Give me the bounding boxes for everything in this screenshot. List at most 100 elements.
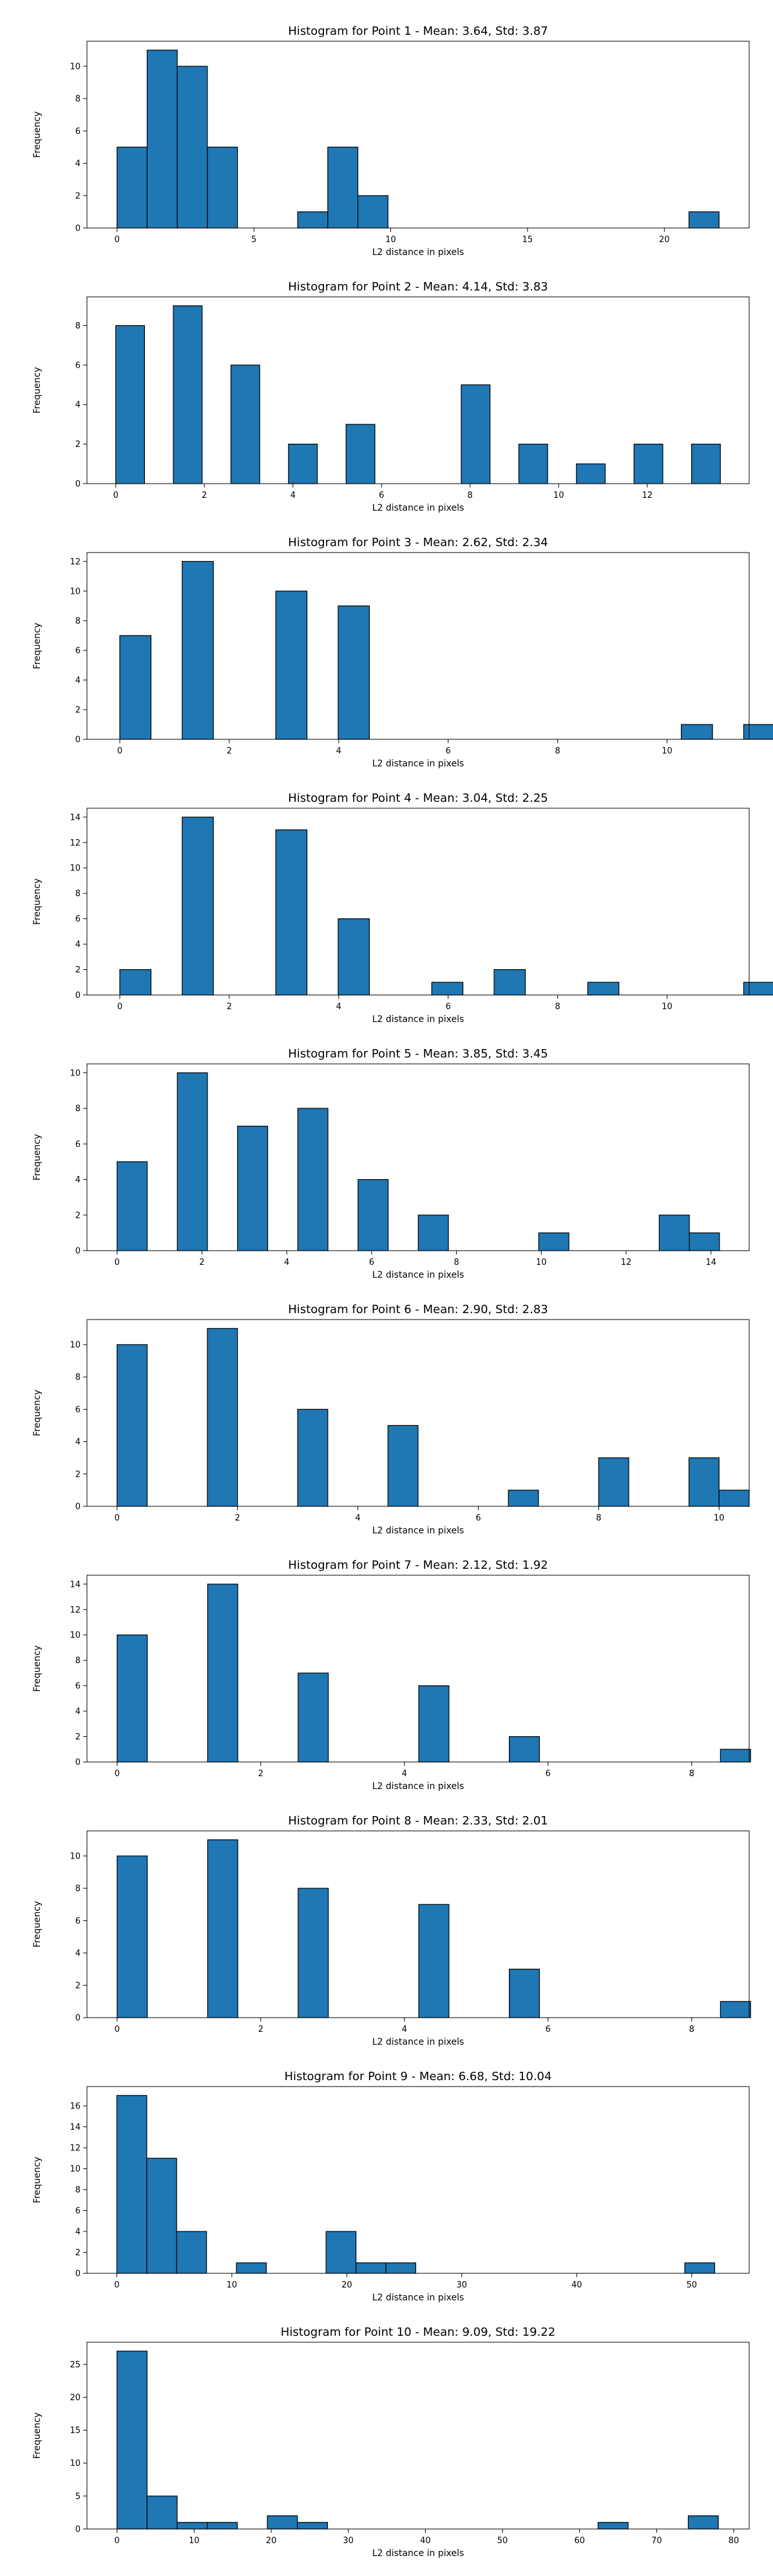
- histogram-bar: [115, 325, 145, 484]
- x-tick-label: 2: [258, 2025, 263, 2034]
- y-tick-label: 0: [75, 991, 81, 1001]
- y-tick-label: 2: [75, 1470, 81, 1479]
- histogram-bar: [691, 444, 721, 484]
- y-tick-label: 6: [75, 1405, 81, 1415]
- x-tick-label: 15: [522, 235, 533, 245]
- histogram-bar: [267, 2515, 298, 2530]
- histogram-bar: [177, 2522, 208, 2530]
- y-tick-label: 4: [75, 940, 81, 950]
- histogram-bar: [176, 2231, 207, 2274]
- y-tick-label: 4: [75, 1707, 81, 1717]
- x-tick-label: 2: [199, 1258, 204, 1267]
- x-tick-label: 0: [115, 235, 120, 245]
- x-tick-label: 70: [651, 2536, 662, 2546]
- y-tick-label: 10: [70, 864, 81, 873]
- histogram-bar: [345, 424, 376, 484]
- y-tick-label: 6: [75, 361, 81, 370]
- histogram-bar: [275, 591, 308, 740]
- chart-panel-4: 0 2 4 6 8 10 0 2 4 6 8 10 12 14 Histogram for Point 4 …: [32, 791, 773, 1025]
- y-tick-label: 8: [75, 95, 81, 104]
- x-tick-label: 2: [202, 491, 207, 500]
- histogram-bar: [230, 365, 260, 484]
- x-tick-label: 8: [689, 1769, 694, 1779]
- histogram-bar: [207, 1328, 238, 1507]
- y-tick-label: 4: [75, 676, 81, 685]
- x-axis-label: L2 distance in pixels: [372, 1781, 464, 1792]
- x-tick-label: 6: [369, 1258, 374, 1267]
- y-axis-label: Frequency: [32, 1390, 43, 1436]
- y-tick-label: 12: [70, 838, 81, 848]
- histogram-bar: [327, 146, 359, 229]
- x-tick-label: 30: [457, 2280, 468, 2290]
- histogram-bar: [236, 2262, 267, 2274]
- histogram-bar: [117, 146, 148, 229]
- histogram-bar: [356, 2262, 386, 2274]
- histogram-bar: [720, 2001, 751, 2018]
- histogram-bar: [325, 2231, 357, 2274]
- y-tick-label: 20: [70, 2393, 81, 2403]
- x-axis-label: L2 distance in pixels: [372, 1270, 464, 1280]
- y-axis-label: Frequency: [32, 1901, 43, 1947]
- histogram-bar: [146, 2157, 177, 2274]
- y-tick-label: 5: [75, 2492, 81, 2501]
- y-tick-label: 4: [75, 159, 81, 169]
- x-tick-label: 4: [336, 746, 341, 756]
- x-tick-label: 10: [227, 2280, 238, 2290]
- histogram-bar: [688, 211, 720, 229]
- y-tick-label: 2: [75, 1211, 81, 1220]
- y-tick-label: 4: [75, 401, 81, 410]
- x-tick-label: 6: [379, 491, 384, 500]
- plot-frame: [86, 2342, 750, 2530]
- y-axis-label: Frequency: [32, 878, 43, 925]
- x-axis-label: L2 distance in pixels: [372, 1014, 464, 1025]
- histogram-bar: [177, 66, 208, 229]
- x-tick-label: 4: [402, 1769, 407, 1779]
- histogram-bar: [518, 444, 548, 484]
- histogram-bar: [298, 1672, 329, 1763]
- histogram-bar: [658, 1215, 690, 1251]
- plot-frame: [86, 2086, 750, 2274]
- x-axis-label: L2 distance in pixels: [372, 759, 464, 769]
- x-tick-label: 0: [114, 2280, 119, 2290]
- x-tick-label: 12: [642, 491, 653, 500]
- x-tick-label: 20: [341, 2280, 352, 2290]
- histogram-bar: [418, 1904, 450, 2018]
- histogram-bar: [207, 146, 238, 229]
- y-tick-label: 14: [70, 2123, 81, 2132]
- x-tick-label: 0: [115, 2025, 120, 2034]
- y-tick-label: 6: [75, 1140, 81, 1150]
- histogram-bar: [182, 817, 214, 996]
- plot-frame: [86, 1575, 750, 1763]
- histogram-bar: [119, 635, 152, 740]
- chart-panel-2: 0 2 4 6 8 10 12 0 2 4 6 8 Histogram for Point 2 - Me…: [32, 280, 750, 513]
- histogram-bar: [508, 1969, 540, 2018]
- histogram-bar: [538, 1232, 569, 1251]
- x-tick-label: 10: [553, 491, 564, 500]
- x-tick-label: 10: [189, 2536, 200, 2546]
- y-axis-label: Frequency: [32, 111, 43, 158]
- y-tick-label: 2: [75, 705, 81, 715]
- x-tick-label: 10: [714, 1513, 725, 1523]
- chart-panel-7: 0 2 4 6 8 0 2 4 6 8 10 12 14 Histogram for Point 7 - …: [32, 1558, 751, 1792]
- x-tick-label: 8: [453, 1258, 459, 1267]
- y-tick-label: 10: [70, 62, 81, 71]
- y-tick-label: 0: [75, 2014, 81, 2023]
- histogram-bar: [298, 1888, 329, 2018]
- histogram-bar: [597, 2522, 629, 2530]
- chart-title: Histogram for Point 3 - Mean: 2.62, Std:…: [288, 536, 548, 549]
- histogram-bar: [275, 829, 308, 996]
- chart-panel-6: 0 2 4 6 8 10 0 2 4 6 8 10 Histogram for Point 6 - Me…: [32, 1303, 750, 1536]
- histogram-bar: [681, 724, 713, 740]
- y-tick-label: 12: [70, 2144, 81, 2154]
- x-tick-label: 6: [446, 1002, 451, 1012]
- y-axis-label: Frequency: [32, 1645, 43, 1692]
- y-tick-label: 6: [75, 914, 81, 924]
- x-axis-label: L2 distance in pixels: [372, 247, 464, 258]
- plot-frame: [86, 296, 750, 484]
- x-tick-label: 12: [621, 1258, 632, 1267]
- histogram-bar: [237, 1126, 269, 1251]
- histogram-bar: [117, 1161, 148, 1251]
- histogram-bar: [146, 2496, 178, 2530]
